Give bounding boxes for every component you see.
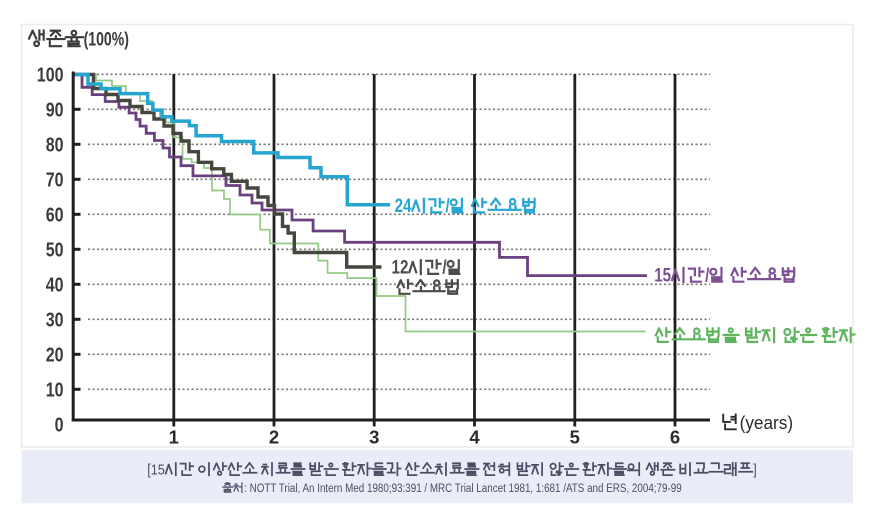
svg-text:20: 20 bbox=[46, 345, 64, 367]
svg-text:0: 0 bbox=[55, 415, 64, 437]
svg-text:100: 100 bbox=[37, 65, 64, 87]
svg-text:40: 40 bbox=[46, 275, 64, 297]
svg-text:4: 4 bbox=[469, 426, 480, 447]
svg-text:(years): (years) bbox=[740, 412, 794, 433]
svg-text:(100%): (100%) bbox=[84, 29, 129, 51]
svg-text:1: 1 bbox=[169, 426, 179, 447]
svg-text:60: 60 bbox=[46, 205, 64, 227]
svg-text:/: / bbox=[705, 264, 710, 286]
svg-text:50: 50 bbox=[46, 240, 64, 262]
svg-text:70: 70 bbox=[46, 170, 64, 192]
svg-text:10: 10 bbox=[46, 380, 64, 402]
svg-text:2: 2 bbox=[269, 426, 279, 447]
svg-text:: NOTT Trial, An Intern Med 19: : NOTT Trial, An Intern Med 1980;93:391 … bbox=[244, 483, 682, 495]
svg-text:/: / bbox=[442, 257, 447, 279]
svg-text:30: 30 bbox=[46, 310, 64, 332]
svg-text:15: 15 bbox=[654, 264, 671, 286]
svg-text:]: ] bbox=[753, 462, 757, 479]
svg-text:90: 90 bbox=[46, 100, 64, 122]
svg-text:6: 6 bbox=[670, 426, 680, 447]
svg-text:3: 3 bbox=[369, 426, 379, 447]
svg-text:/: / bbox=[446, 195, 451, 217]
svg-text:24: 24 bbox=[395, 195, 412, 217]
svg-text:80: 80 bbox=[46, 135, 64, 157]
svg-text:5: 5 bbox=[570, 426, 580, 447]
svg-text:[15: [15 bbox=[147, 462, 165, 479]
svg-text:12: 12 bbox=[392, 257, 409, 279]
